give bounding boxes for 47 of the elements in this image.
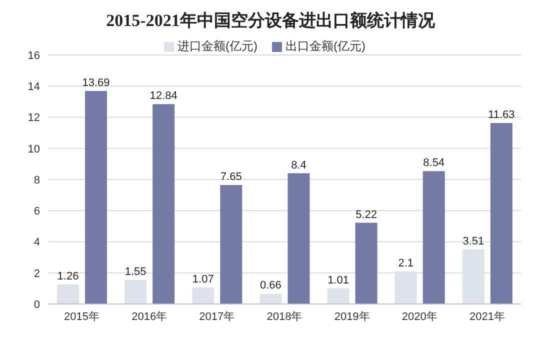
x-tick-label: 2018年 bbox=[266, 310, 302, 323]
x-tick-label: 2019年 bbox=[334, 310, 370, 323]
bar bbox=[192, 287, 214, 304]
data-label: 11.63 bbox=[488, 109, 515, 122]
bar bbox=[394, 271, 417, 304]
bar bbox=[422, 171, 445, 304]
data-label: 1.07 bbox=[192, 273, 214, 286]
x-tick-label: 2020年 bbox=[402, 310, 438, 323]
data-label: 2.1 bbox=[398, 257, 414, 270]
data-label: 12.84 bbox=[150, 90, 178, 102]
y-tick-label: 10 bbox=[28, 143, 40, 156]
bar bbox=[124, 280, 147, 304]
bar bbox=[355, 222, 378, 304]
bar bbox=[152, 104, 175, 304]
bar bbox=[57, 284, 79, 304]
x-tick-label: 2021年 bbox=[469, 310, 505, 323]
data-label: 8.4 bbox=[291, 159, 306, 172]
data-label: 8.54 bbox=[423, 157, 445, 170]
bar bbox=[260, 294, 282, 304]
data-label: 13.69 bbox=[82, 76, 110, 89]
data-label: 0.66 bbox=[260, 280, 282, 292]
y-tick-label: 4 bbox=[34, 236, 40, 249]
y-tick-label: 8 bbox=[34, 174, 40, 186]
legend-label: 进口金额(亿元) bbox=[176, 38, 258, 55]
data-label: 5.22 bbox=[356, 208, 377, 221]
data-label: 1.26 bbox=[57, 270, 79, 282]
legend-label: 出口金额(亿元) bbox=[284, 38, 366, 55]
chart-title: 2015-2021年中国空分设备进出口额统计情况 bbox=[105, 10, 436, 32]
x-tick-label: 2016年 bbox=[132, 310, 168, 323]
bar bbox=[462, 249, 484, 304]
bar bbox=[220, 184, 242, 304]
bar bbox=[288, 173, 310, 304]
y-tick-label: 0 bbox=[34, 298, 40, 311]
data-label: 1.01 bbox=[328, 274, 349, 286]
data-label: 1.55 bbox=[124, 266, 146, 278]
data-label: 3.51 bbox=[462, 235, 484, 248]
y-tick-label: 14 bbox=[28, 81, 40, 94]
bar bbox=[327, 288, 350, 304]
y-tick-label: 6 bbox=[34, 206, 40, 218]
x-tick-label: 2015年 bbox=[64, 310, 100, 323]
bar bbox=[490, 123, 512, 304]
y-tick-label: 12 bbox=[28, 112, 40, 124]
y-tick-label: 2 bbox=[34, 268, 40, 280]
data-label: 7.65 bbox=[220, 170, 242, 183]
y-tick-label: 16 bbox=[28, 50, 40, 62]
bar bbox=[85, 90, 107, 304]
x-tick-label: 2017年 bbox=[199, 310, 235, 323]
